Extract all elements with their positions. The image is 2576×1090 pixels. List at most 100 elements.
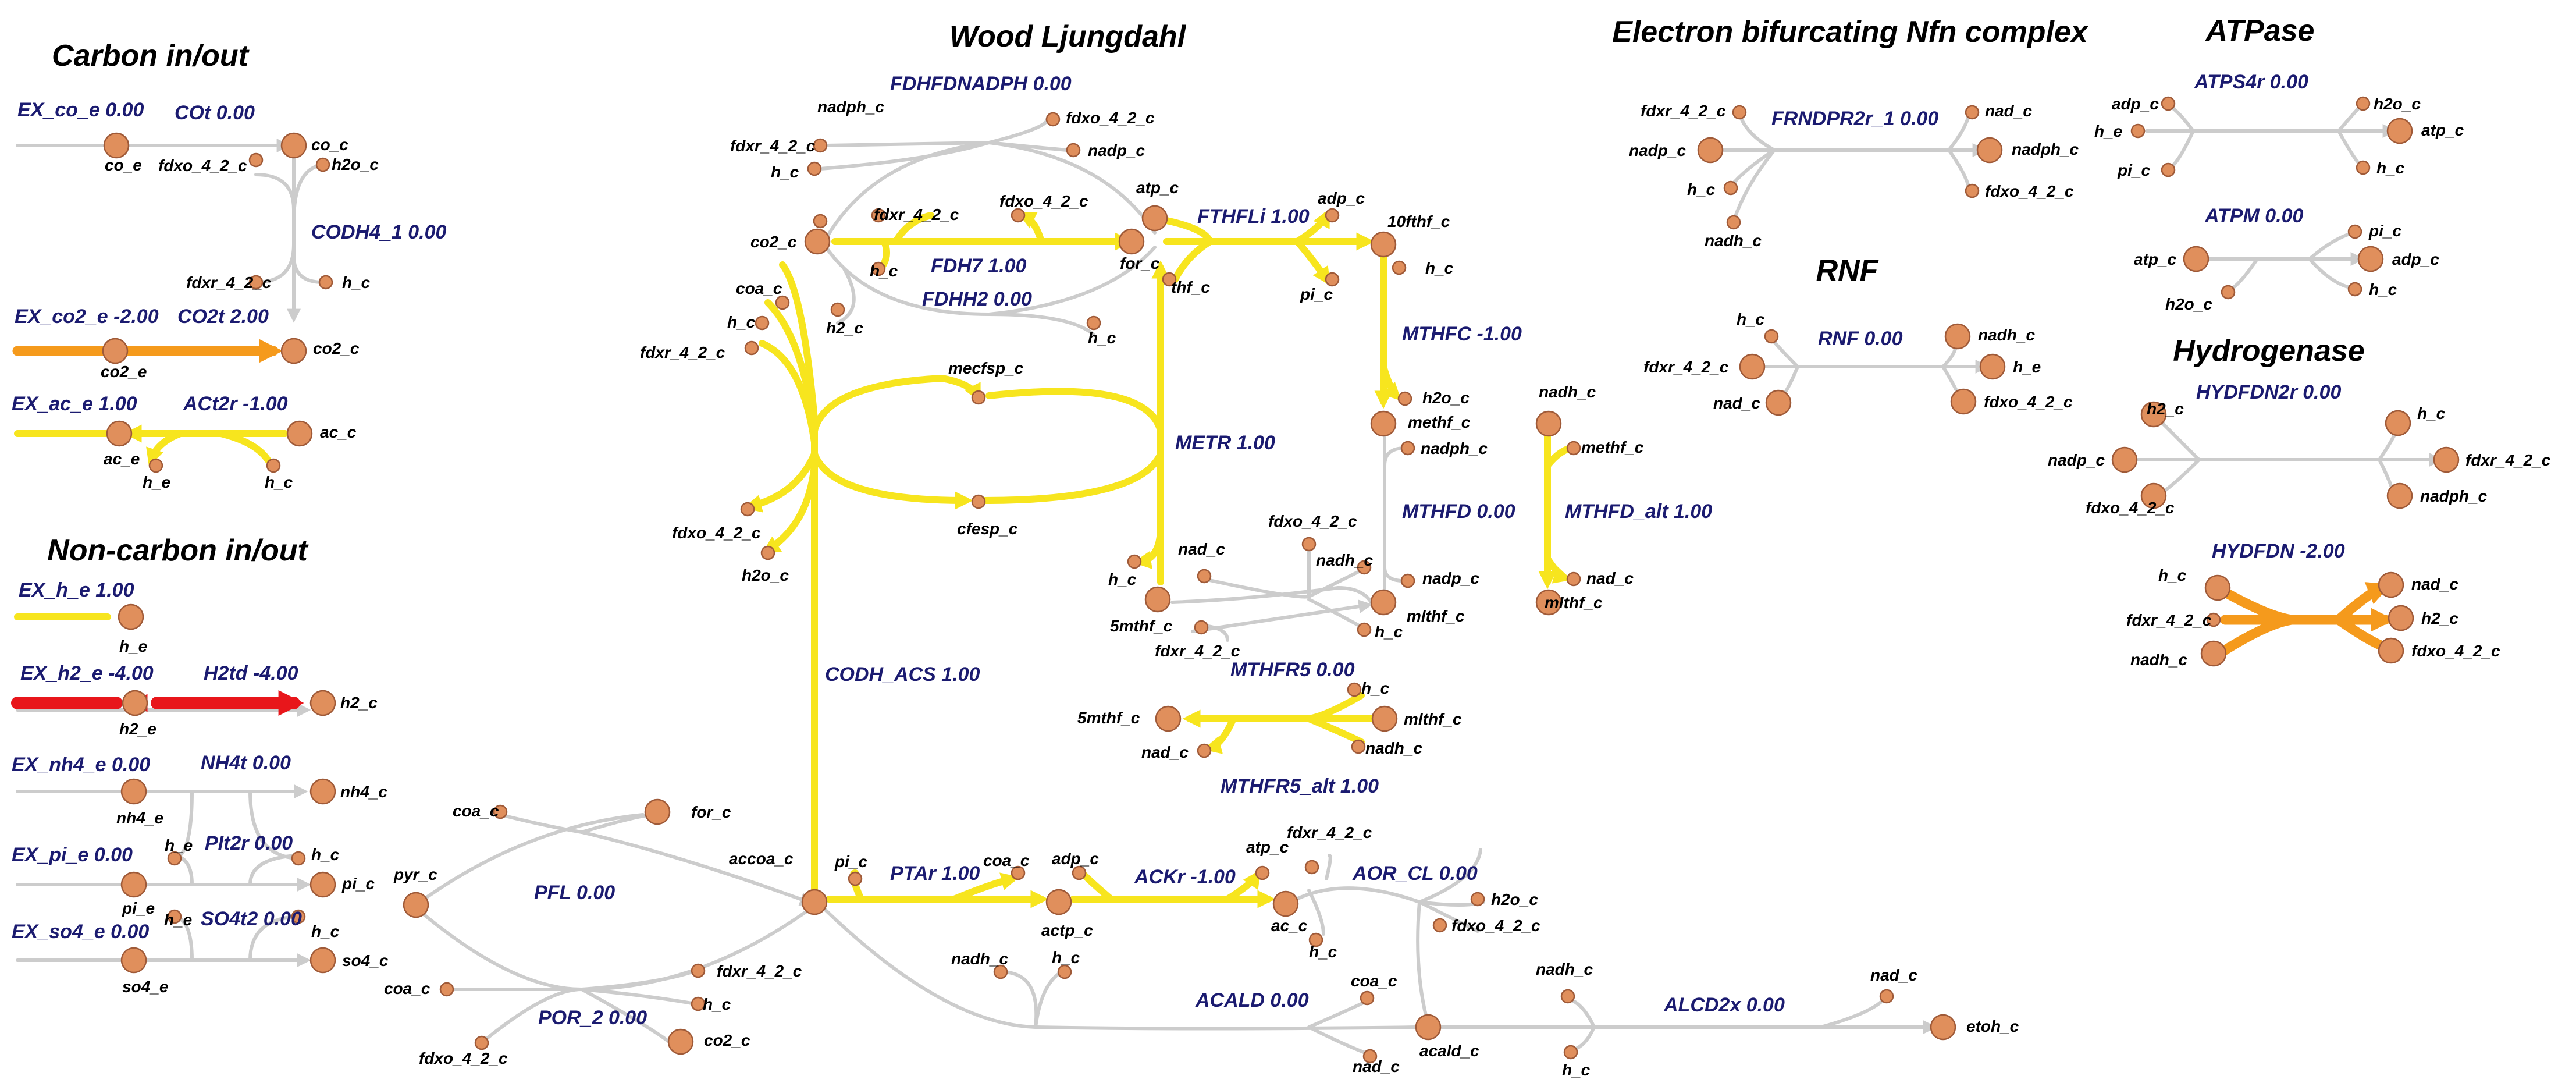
node-coa_c-5[interactable]: [1360, 990, 1375, 1006]
node-h2o_c-2[interactable]: [1397, 391, 1412, 406]
node-fdxo_4_2_c-10[interactable]: [2140, 482, 2167, 509]
reaction-label-MTHFR5_alt[interactable]: MTHFR5_alt 1.00: [1221, 775, 1379, 797]
node-h_c-20[interactable]: [2347, 282, 2362, 297]
reaction-label-METR[interactable]: METR 1.00: [1175, 432, 1275, 454]
node-h_c-9[interactable]: [1392, 260, 1407, 275]
reaction-label-FRNDPR2r_1[interactable]: FRNDPR2r_1 0.00: [1771, 108, 1938, 130]
reaction-label-FDH7[interactable]: FDH7 1.00: [931, 255, 1026, 277]
node-pi_c-2[interactable]: [1325, 272, 1340, 287]
reaction-label-CO2t[interactable]: CO2t 2.00: [177, 306, 269, 328]
node-nadh_c-7[interactable]: [1944, 323, 1971, 350]
node-nadph_c-1[interactable]: [813, 138, 828, 153]
node-fdxo_4_2_c-3[interactable]: [1045, 112, 1061, 127]
node-h_c-7[interactable]: [871, 261, 886, 276]
reaction-label-EX_h2_e[interactable]: EX_h2_e -4.00: [20, 662, 154, 684]
node-for_c-2[interactable]: [1118, 228, 1145, 255]
node-co2_c-3[interactable]: [804, 228, 831, 255]
node-5mthf_c-2[interactable]: [1155, 705, 1182, 732]
node-h_c-22[interactable]: [2204, 574, 2231, 601]
node-h2o_c-5[interactable]: [2356, 96, 2371, 111]
node-nh4_e[interactable]: [120, 778, 147, 805]
node-for_c-1[interactable]: [644, 798, 671, 825]
reaction-label-EX_ac_e[interactable]: EX_ac_e 1.00: [12, 393, 137, 415]
node-nad_c-1[interactable]: [1566, 571, 1581, 587]
node-nadh_c-4[interactable]: [993, 964, 1008, 979]
node-h_c-21[interactable]: [2385, 410, 2411, 436]
node-atp_c-3[interactable]: [2386, 118, 2413, 144]
node-h_c-12[interactable]: [755, 315, 770, 331]
reaction-label-EX_h_e[interactable]: EX_h_e 1.00: [19, 579, 134, 601]
node-co2_c-1[interactable]: [280, 338, 307, 364]
node-pyr_c[interactable]: [403, 892, 429, 918]
reaction-label-EX_so4_e[interactable]: EX_so4_e 0.00: [12, 921, 149, 943]
node-fdxr_4_2_c-8[interactable]: [1732, 105, 1747, 120]
node-10fthf_c[interactable]: [1370, 231, 1397, 258]
node-fdxr_4_2_c-2[interactable]: [691, 963, 706, 978]
node-nadph_c-2[interactable]: [1400, 441, 1415, 456]
node-coa_c-2[interactable]: [439, 982, 454, 997]
node-nad_c-3[interactable]: [1197, 743, 1212, 758]
node-fdxo_4_2_c-8[interactable]: [1965, 183, 1980, 198]
node-nad_c-6[interactable]: [1965, 105, 1980, 120]
node-h_c-3[interactable]: [291, 851, 306, 866]
reaction-label-ALCD2x[interactable]: ALCD2x 0.00: [1663, 994, 1785, 1016]
node-co2_c-2[interactable]: [667, 1028, 694, 1055]
node-fdxo_4_2_c-7[interactable]: [1432, 918, 1447, 933]
reaction-label-SO4t2[interactable]: SO4t2 0.00: [201, 908, 302, 930]
node-mlthf_c-2[interactable]: [1535, 589, 1562, 616]
node-h2_c[interactable]: [309, 690, 336, 716]
node-fdxr_4_2_c-3[interactable]: [807, 161, 822, 176]
node-fdxo_4_2_c-6[interactable]: [740, 502, 755, 517]
node-fdxo_4_2_c-11[interactable]: [2378, 637, 2404, 664]
node-h2o_c-1[interactable]: [315, 157, 330, 172]
node-fdxr_4_2_c-4[interactable]: [871, 208, 886, 223]
node-h_c-13[interactable]: [1347, 682, 1362, 697]
reaction-label-EX_co_e[interactable]: EX_co_e 0.00: [17, 99, 144, 121]
node-mecfsp_c[interactable]: [971, 390, 986, 405]
reaction-label-PTAr[interactable]: PTAr 1.00: [890, 862, 980, 885]
node-atp_c-4[interactable]: [2183, 246, 2209, 272]
node-nadh_c-2[interactable]: [1357, 560, 1372, 575]
node-fdxo_4_2_c-2[interactable]: [474, 1035, 489, 1050]
node-methf_c-2[interactable]: [1566, 441, 1581, 456]
node-h2_c-4[interactable]: [2388, 605, 2414, 631]
node-nadh_c-5[interactable]: [1560, 989, 1575, 1004]
node-h_c-15[interactable]: [1057, 964, 1072, 979]
node-h2o_c-4[interactable]: [1470, 892, 1485, 907]
node-nadh_c-8[interactable]: [2200, 640, 2227, 667]
node-co2_e[interactable]: [102, 338, 129, 364]
node-co_c[interactable]: [280, 132, 307, 159]
reaction-label-H2td[interactable]: H2td -4.00: [204, 662, 298, 684]
node-fdxr_4_2_c-10[interactable]: [2433, 446, 2460, 473]
node-methf_c[interactable]: [1370, 410, 1397, 437]
node-nadh_c-1[interactable]: [1535, 410, 1562, 437]
node-h_c-11[interactable]: [1357, 622, 1372, 637]
reaction-label-MTHFD_alt[interactable]: MTHFD_alt 1.00: [1565, 500, 1712, 523]
node-h_c-18[interactable]: [1764, 329, 1779, 344]
node-pi_c-1[interactable]: [309, 871, 336, 898]
node-fdxo_4_2_c-4[interactable]: [1011, 208, 1026, 223]
node-h_c-1[interactable]: [318, 275, 333, 290]
node-h_c-4[interactable]: [291, 909, 306, 924]
node-h_c-5[interactable]: [691, 996, 706, 1011]
reaction-label-ACKr[interactable]: ACKr -1.00: [1134, 866, 1236, 888]
reaction-label-MTHFD[interactable]: MTHFD 0.00: [1402, 500, 1515, 523]
node-atp_c-1[interactable]: [1141, 205, 1168, 232]
reaction-label-ACALD[interactable]: ACALD 0.00: [1195, 989, 1309, 1011]
node-nadph_c-3[interactable]: [1976, 137, 2003, 164]
node-adp_c-1[interactable]: [1325, 208, 1340, 223]
reaction-label-EX_co2_e[interactable]: EX_co2_e -2.00: [15, 306, 159, 328]
node-nadh_c-6[interactable]: [1726, 215, 1741, 230]
node-fdxo_4_2_c-9[interactable]: [1950, 388, 1977, 415]
reaction-label-ATPS4r[interactable]: ATPS4r 0.00: [2194, 71, 2308, 93]
node-coa_c-1[interactable]: [493, 804, 508, 819]
node-fdxr_4_2_c-5[interactable]: [1194, 620, 1209, 635]
node-h_e-1[interactable]: [148, 458, 163, 473]
node-accoa_c[interactable]: [801, 889, 828, 915]
node-pi_c-3[interactable]: [848, 871, 863, 886]
node-h_c-17[interactable]: [1723, 180, 1738, 196]
node-fdxr_4_2_c-7[interactable]: [1304, 860, 1319, 875]
node-h_c-14[interactable]: [1308, 932, 1323, 947]
reaction-label-NH4t[interactable]: NH4t 0.00: [201, 752, 291, 774]
node-h_e-4[interactable]: [167, 909, 182, 924]
